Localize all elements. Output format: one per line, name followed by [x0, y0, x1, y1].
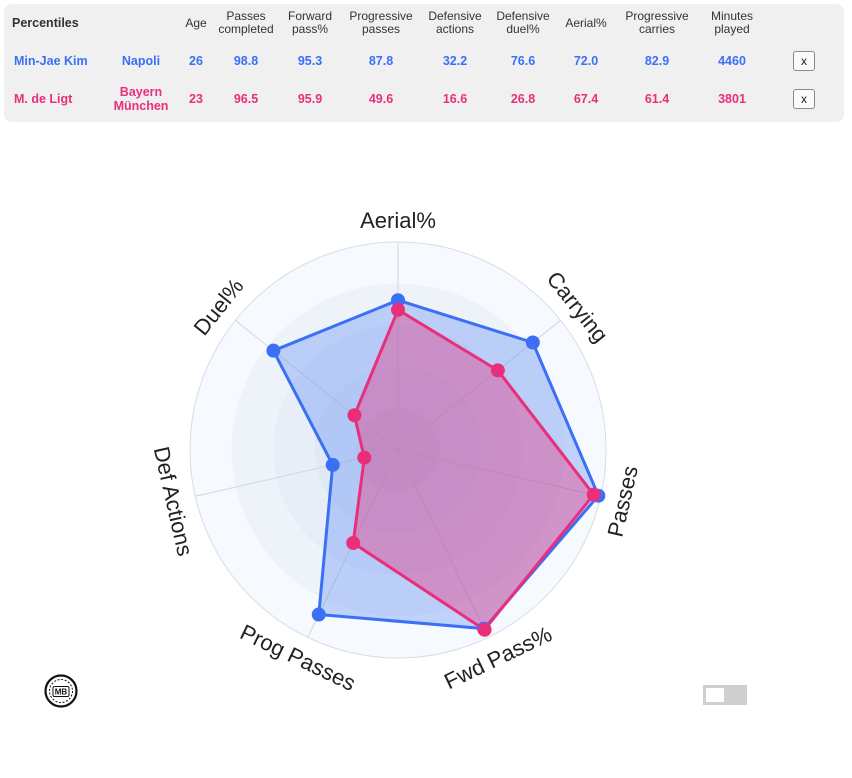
radar-series-layer	[266, 293, 606, 637]
table-cell: 26.8	[510, 92, 536, 106]
data-point	[477, 622, 492, 637]
table-cell: 87.8	[368, 54, 394, 68]
toggle-knob	[706, 688, 724, 702]
radar-grid	[189, 241, 607, 659]
percentiles-table: Percentiles Age Passes completed Forward…	[4, 4, 844, 118]
data-point	[586, 487, 601, 502]
axis-spoke	[397, 449, 489, 638]
mb-logo: MB	[44, 674, 78, 708]
table-row: M. de Ligt Bayern München 23 96.5 95.9 4…	[4, 80, 844, 118]
column-header: Age	[185, 15, 207, 30]
table-cell: 49.6	[368, 92, 394, 106]
table-cell: 26	[189, 54, 203, 68]
table-cell: 16.6	[442, 92, 468, 106]
remove-cell: x	[764, 42, 844, 80]
data-point	[346, 535, 361, 550]
data-point	[311, 607, 326, 622]
data-point	[347, 408, 362, 423]
data-point	[391, 293, 405, 308]
axis-spoke	[235, 319, 399, 451]
series-area	[351, 308, 596, 632]
table-cell: 72.0	[573, 54, 599, 68]
table-cell: 61.4	[644, 92, 670, 106]
table-corner-label: Percentiles	[12, 15, 79, 30]
table-row: Min-Jae Kim Napoli 26 98.8 95.3 87.8 32.…	[4, 42, 844, 80]
team-header	[102, 4, 180, 42]
axis-label: Passes	[602, 463, 642, 539]
remove-player-button[interactable]: x	[793, 51, 815, 71]
data-point	[266, 343, 281, 358]
logo-text: MB	[55, 688, 68, 697]
column-header: Aerial%	[565, 15, 607, 30]
column-header: Progressive passes	[349, 9, 413, 36]
table-cell: 96.5	[233, 92, 259, 106]
table-cell: 98.8	[233, 54, 259, 68]
table-header-row: Percentiles Age Passes completed Forward…	[4, 4, 844, 42]
data-point	[490, 363, 505, 378]
column-header: Defensive actions	[428, 9, 482, 36]
percentiles-table-panel: Percentiles Age Passes completed Forward…	[4, 4, 844, 122]
column-header: Minutes played	[710, 9, 754, 36]
table-cell: 3801	[718, 92, 746, 106]
table-cell: 32.2	[442, 54, 468, 68]
table-cell: 4460	[718, 54, 746, 68]
view-toggle[interactable]	[703, 685, 747, 705]
table-cell: 76.6	[510, 54, 536, 68]
data-point	[325, 457, 340, 472]
remove-player-button[interactable]: x	[793, 89, 815, 109]
table-cell: 23	[189, 92, 203, 106]
table-cell: 82.9	[644, 54, 670, 68]
table-cell: 95.9	[297, 92, 323, 106]
player-name[interactable]: M. de Ligt	[14, 92, 73, 106]
column-header: Passes completed	[218, 9, 274, 36]
team-name: Napoli	[121, 54, 161, 68]
player-name[interactable]: Min-Jae Kim	[14, 54, 88, 68]
column-header: Defensive duel%	[496, 9, 550, 36]
column-header: Forward pass%	[287, 9, 332, 36]
remove-column-header	[764, 4, 844, 42]
data-point	[357, 450, 372, 465]
table-cell: 95.3	[297, 54, 323, 68]
table-cell: 67.4	[573, 92, 599, 106]
data-point	[391, 302, 405, 317]
axis-label: Aerial%	[360, 208, 436, 233]
column-header: Progressive carries	[625, 9, 689, 36]
data-point	[525, 335, 540, 350]
remove-cell: x	[764, 80, 844, 118]
axis-spoke	[397, 449, 601, 497]
team-name: Bayern München	[113, 85, 169, 113]
